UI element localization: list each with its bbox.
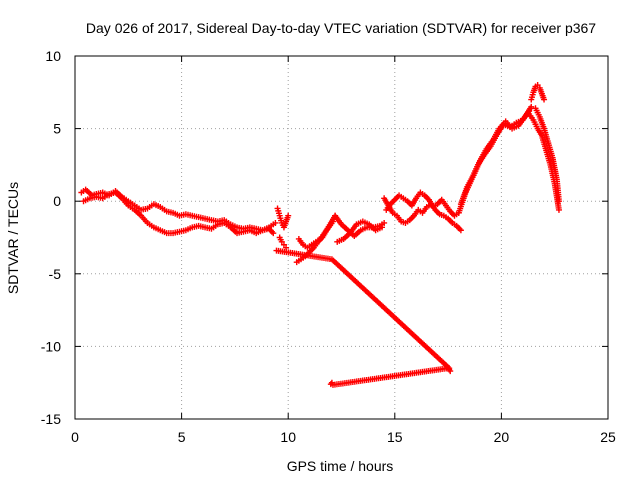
- y-tick-label: -15: [41, 411, 61, 427]
- data-point: [272, 219, 279, 226]
- y-tick-label: 10: [45, 48, 61, 64]
- y-tick-label: 0: [53, 193, 61, 209]
- y-tick-label: -10: [41, 338, 61, 354]
- x-tick-label: 0: [71, 429, 79, 445]
- data-points: [78, 82, 562, 388]
- x-tick-label: 20: [494, 429, 510, 445]
- grid: [75, 56, 608, 419]
- data-point: [381, 219, 388, 226]
- x-tick-label: 5: [178, 429, 186, 445]
- chart-title: Day 026 of 2017, Sidereal Day-to-day VTE…: [86, 20, 596, 36]
- x-tick-label: 15: [387, 429, 403, 445]
- data-point: [555, 198, 562, 205]
- data-point: [329, 218, 336, 225]
- x-tick-label: 10: [280, 429, 296, 445]
- y-tick-label: 5: [53, 121, 61, 137]
- data-point: [285, 212, 292, 219]
- y-tick-label: -5: [49, 266, 62, 282]
- data-point: [457, 227, 464, 234]
- axis-ticks: 0 5 10 15 20 25 -15 -10 -5 0 5 10: [41, 48, 616, 445]
- data-point: [270, 230, 277, 237]
- data-point: [379, 224, 386, 231]
- data-point: [528, 103, 535, 110]
- x-tick-label: 25: [600, 429, 616, 445]
- data-point: [447, 368, 454, 375]
- plot-frame: [74, 55, 609, 420]
- y-axis-label: SDTVAR / TECUs: [5, 182, 21, 294]
- data-point: [555, 206, 562, 213]
- data-point: [541, 96, 548, 103]
- x-axis-label: GPS time / hours: [287, 458, 394, 474]
